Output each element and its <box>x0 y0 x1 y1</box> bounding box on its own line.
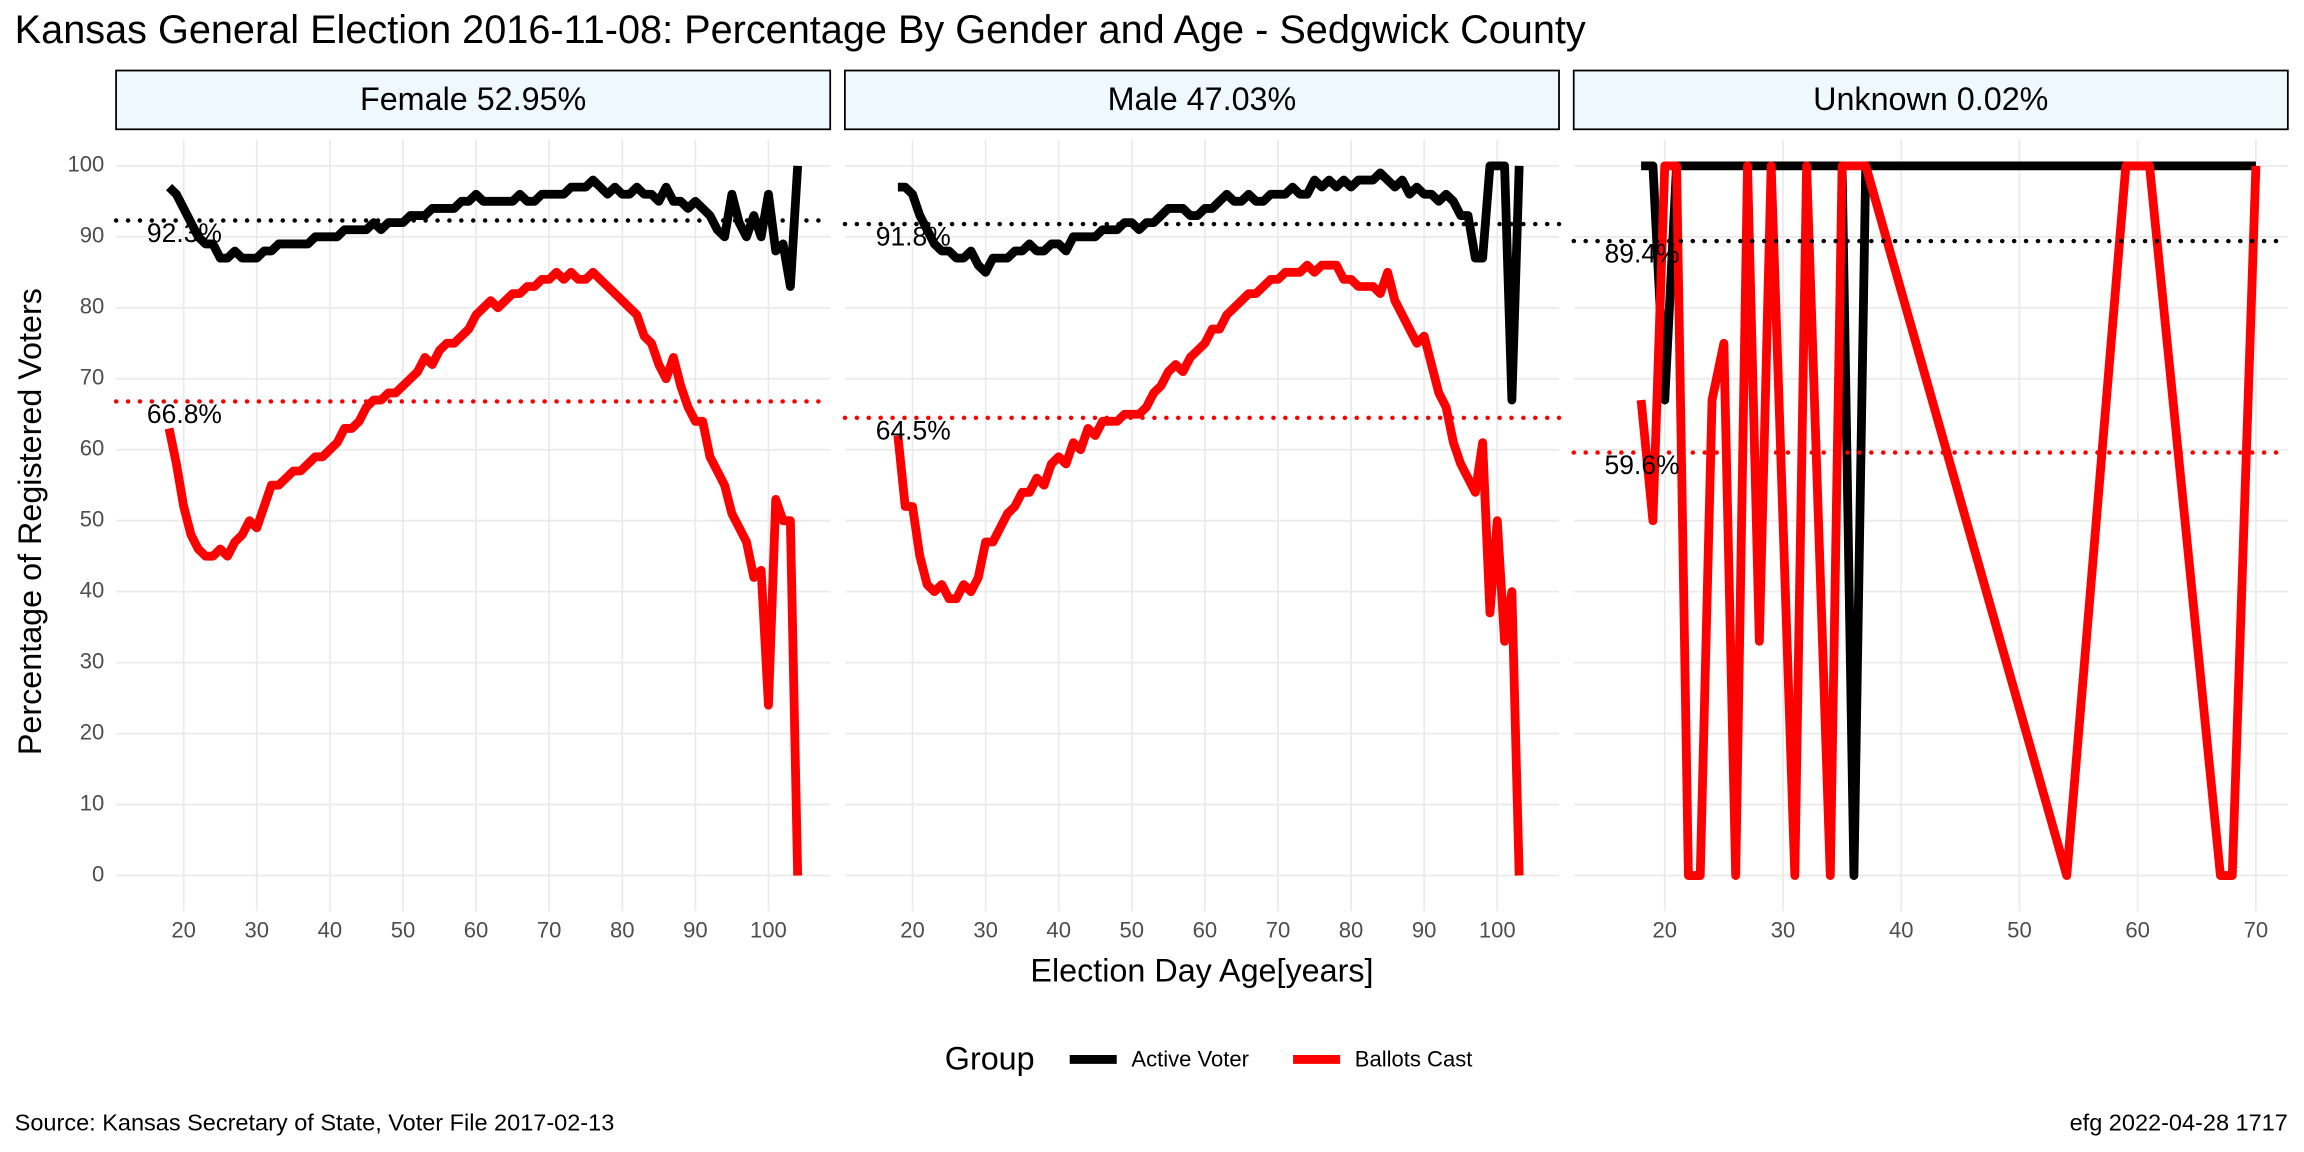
y-axis-label: Percentage of Registered Voters <box>12 288 48 755</box>
x-tick-label: 50 <box>1120 917 1145 942</box>
x-tick-label: 20 <box>900 917 925 942</box>
x-tick-label: 70 <box>537 917 562 942</box>
source-note: Source: Kansas Secretary of State, Voter… <box>15 1109 615 1135</box>
reference-label: 89.4% <box>1605 239 1680 269</box>
y-tick-label: 80 <box>80 294 105 319</box>
x-tick-label: 80 <box>1339 917 1364 942</box>
y-tick-label: 70 <box>80 365 105 390</box>
x-tick-label: 40 <box>1046 917 1071 942</box>
reference-label: 66.8% <box>147 399 222 429</box>
facet-title: Unknown 0.02% <box>1813 81 2048 117</box>
x-tick-label: 90 <box>683 917 708 942</box>
x-tick-label: 20 <box>171 917 196 942</box>
x-tick-label: 100 <box>1479 917 1516 942</box>
series-line <box>893 260 1524 876</box>
legend-label: Ballots Cast <box>1355 1047 1473 1072</box>
reference-label: 64.5% <box>876 415 951 445</box>
x-tick-label: 50 <box>391 917 416 942</box>
x-tick-label: 40 <box>1889 917 1914 942</box>
x-tick-label: 60 <box>2125 917 2150 942</box>
y-tick-label: 30 <box>80 648 105 673</box>
y-tick-label: 0 <box>92 861 104 886</box>
legend-title: Group <box>945 1040 1035 1076</box>
series-line <box>164 267 803 876</box>
series-line <box>165 165 803 291</box>
y-tick-label: 20 <box>80 719 105 744</box>
facet-title: Male 47.03% <box>1108 81 1297 117</box>
y-tick-label: 50 <box>80 507 105 532</box>
y-tick-label: 100 <box>68 152 105 177</box>
x-tick-label: 30 <box>245 917 270 942</box>
y-tick-label: 40 <box>80 577 105 602</box>
x-tick-label: 70 <box>1266 917 1291 942</box>
facet-strip <box>844 69 1560 131</box>
x-tick-label: 60 <box>1193 917 1218 942</box>
x-tick-label: 100 <box>750 917 787 942</box>
series-line <box>897 161 1524 405</box>
x-tick-label: 20 <box>1652 917 1677 942</box>
y-tick-label: 60 <box>80 436 105 461</box>
legend-label: Active Voter <box>1131 1047 1249 1072</box>
x-tick-label: 80 <box>610 917 635 942</box>
facet-strip <box>115 69 832 131</box>
x-tick-label: 50 <box>2007 917 2032 942</box>
x-tick-label: 70 <box>2244 917 2269 942</box>
credit-note: efg 2022-04-28 1717 <box>2070 1109 2288 1135</box>
x-tick-label: 60 <box>464 917 489 942</box>
x-tick-label: 30 <box>1771 917 1796 942</box>
y-tick-label: 90 <box>80 223 105 248</box>
x-tick-label: 40 <box>318 917 343 942</box>
facet-title: Female 52.95% <box>360 81 586 117</box>
reference-label: 92.3% <box>147 218 222 248</box>
x-axis-label: Election Day Age[years] <box>1030 952 1373 988</box>
facet-strip <box>1572 69 2289 131</box>
x-tick-label: 30 <box>973 917 998 942</box>
series-line <box>1636 161 2261 880</box>
chart-title: Kansas General Election 2016-11-08: Perc… <box>15 8 1586 52</box>
y-tick-label: 10 <box>80 790 105 815</box>
x-tick-label: 90 <box>1412 917 1437 942</box>
reference-label: 91.8% <box>876 222 951 252</box>
reference-label: 59.6% <box>1605 450 1680 480</box>
